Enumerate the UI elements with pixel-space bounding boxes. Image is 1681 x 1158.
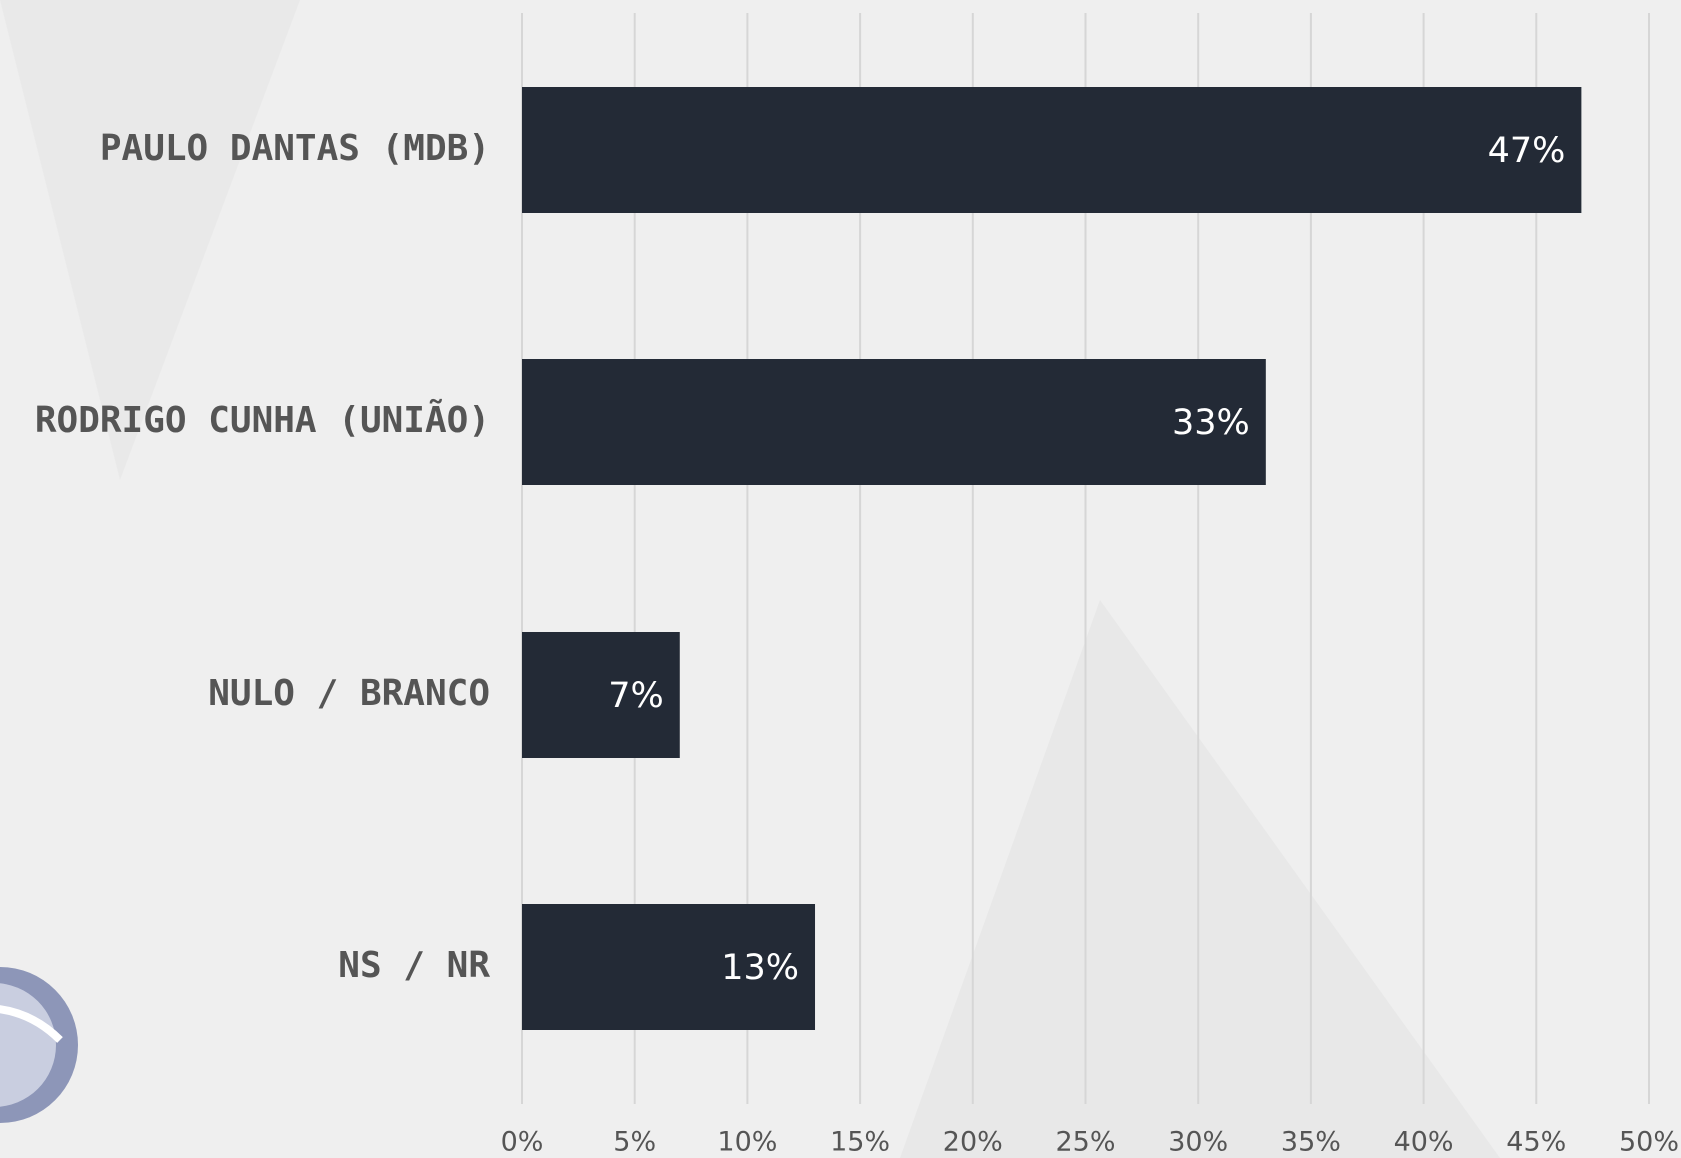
- value-label: 13%: [721, 948, 799, 988]
- x-tick-label: 20%: [943, 1127, 1003, 1158]
- x-tick-label: 30%: [1168, 1127, 1228, 1158]
- category-label: RODRIGO CUNHA (UNIÃO): [35, 399, 490, 441]
- category-label: NULO / BRANCO: [208, 673, 490, 714]
- x-tick-label: 40%: [1394, 1127, 1454, 1158]
- bar: [522, 904, 816, 1030]
- value-label: 7%: [608, 676, 664, 716]
- bar: [522, 632, 680, 758]
- logo: [0, 967, 78, 1123]
- x-tick-label: 25%: [1055, 1127, 1115, 1158]
- category-label: PAULO DANTAS (MDB): [100, 128, 490, 169]
- value-label: 47%: [1488, 131, 1566, 171]
- x-tick-label: 45%: [1506, 1127, 1566, 1158]
- bar: [522, 87, 1582, 213]
- x-tick-label: 10%: [717, 1127, 777, 1158]
- bg-shape: [900, 600, 1500, 1158]
- x-tick-label: 0%: [501, 1127, 544, 1158]
- x-tick-label: 50%: [1619, 1127, 1679, 1158]
- value-label: 33%: [1172, 403, 1250, 443]
- logo-swoosh: [0, 1005, 63, 1043]
- x-tick-label: 35%: [1281, 1127, 1341, 1158]
- x-tick-label: 15%: [830, 1127, 890, 1158]
- bg-shape: [0, 0, 300, 480]
- category-label: NS / NR: [338, 945, 490, 986]
- x-tick-label: 5%: [613, 1127, 656, 1158]
- bar: [522, 359, 1266, 485]
